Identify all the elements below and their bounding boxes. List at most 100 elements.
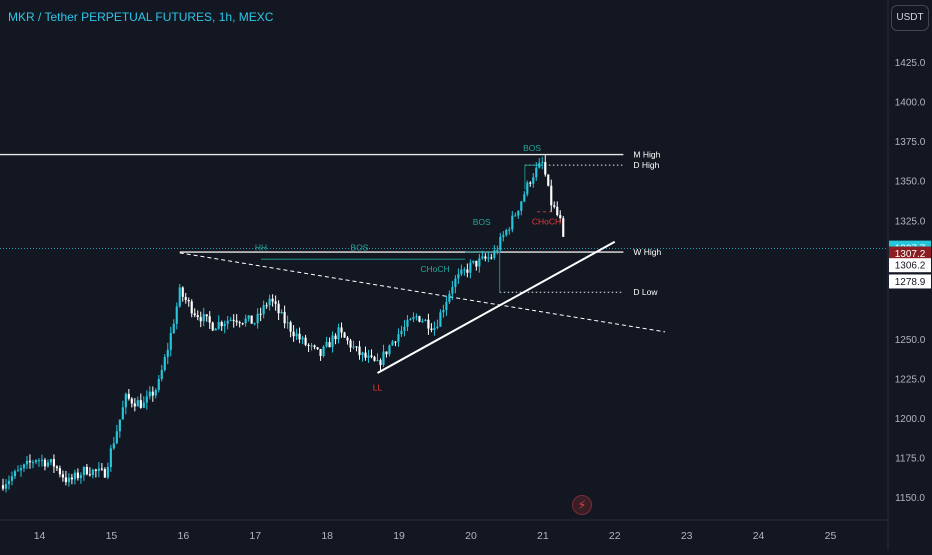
candle-body bbox=[424, 319, 427, 322]
candle-body bbox=[121, 407, 124, 420]
candle-body bbox=[463, 269, 466, 271]
candle-body bbox=[142, 402, 145, 408]
candle-body bbox=[193, 313, 196, 316]
candle-body bbox=[16, 470, 20, 472]
level-label: D High bbox=[633, 160, 659, 170]
candle-body bbox=[262, 305, 265, 315]
candle-body bbox=[10, 476, 14, 481]
candle-body bbox=[322, 346, 325, 356]
annotation-label: CHoCH bbox=[532, 216, 561, 226]
candle-body bbox=[436, 326, 439, 328]
level-label: D Low bbox=[633, 287, 658, 297]
candle-body bbox=[370, 355, 373, 357]
candle-body bbox=[13, 471, 17, 477]
candle-body bbox=[163, 357, 166, 371]
trendline-descending bbox=[179, 252, 666, 333]
candle-body bbox=[343, 332, 346, 338]
candle-body bbox=[307, 344, 310, 346]
candle-body bbox=[421, 321, 424, 323]
candle-body bbox=[316, 347, 319, 350]
candle-body bbox=[196, 315, 199, 318]
candle-body bbox=[301, 337, 304, 340]
y-tick-label: 1250.0 bbox=[895, 335, 926, 346]
candle-body bbox=[169, 333, 172, 350]
candle-body bbox=[460, 269, 463, 275]
candle-body bbox=[238, 322, 241, 324]
annotation-label: BOS bbox=[523, 143, 541, 153]
candle-body bbox=[235, 320, 238, 323]
trendline-support bbox=[377, 240, 616, 374]
candle-body bbox=[400, 330, 403, 335]
candle-body bbox=[181, 287, 184, 297]
candle-body bbox=[148, 391, 151, 397]
candles-layer bbox=[1, 155, 565, 493]
candle-body bbox=[109, 448, 112, 468]
candle-body bbox=[541, 162, 544, 164]
candle-body bbox=[403, 326, 406, 331]
candle-body bbox=[127, 393, 130, 399]
candle-body bbox=[25, 460, 29, 465]
candle-body bbox=[283, 311, 286, 324]
x-tick-label: 18 bbox=[321, 530, 333, 542]
candle-body bbox=[391, 341, 394, 346]
candle-body bbox=[337, 327, 340, 340]
candle-body bbox=[265, 305, 268, 307]
candle-body bbox=[502, 235, 505, 237]
candle-body bbox=[256, 313, 259, 324]
candle-body bbox=[19, 468, 23, 471]
candle-body bbox=[70, 477, 73, 480]
candle-body bbox=[526, 182, 529, 195]
x-tick-label: 16 bbox=[178, 530, 190, 542]
candle-body bbox=[487, 257, 490, 259]
y-tick-label: 1375.0 bbox=[895, 137, 926, 148]
candle-body bbox=[394, 341, 397, 343]
candle-body bbox=[448, 293, 451, 302]
candle-body bbox=[493, 250, 496, 258]
candle-body bbox=[511, 215, 514, 230]
candle-body bbox=[466, 269, 469, 273]
candle-body bbox=[118, 419, 121, 432]
candle-body bbox=[46, 462, 50, 467]
candle-body bbox=[490, 257, 493, 259]
candle-body bbox=[1, 485, 5, 489]
candle-body bbox=[91, 469, 94, 476]
candle-body bbox=[112, 443, 115, 449]
candle-body bbox=[385, 351, 388, 355]
candle-body bbox=[559, 215, 562, 219]
candle-body bbox=[280, 311, 283, 314]
candle-body bbox=[430, 328, 433, 330]
candle-body bbox=[253, 323, 256, 325]
y-tick-label: 1350.0 bbox=[895, 177, 926, 188]
currency-button[interactable]: USDT bbox=[891, 5, 929, 31]
candle-body bbox=[532, 177, 535, 184]
candle-body bbox=[211, 322, 214, 331]
candle-body bbox=[484, 256, 487, 259]
candle-body bbox=[139, 400, 142, 408]
candle-body bbox=[271, 298, 274, 302]
price-tag bbox=[889, 274, 931, 289]
y-tick-label: 1175.0 bbox=[895, 453, 925, 464]
price-tag-label: 1307.2 bbox=[895, 249, 926, 260]
candle-body bbox=[220, 322, 223, 327]
candle-body bbox=[523, 194, 526, 202]
candle-body bbox=[136, 400, 139, 407]
lightning-icon[interactable]: ⚡ bbox=[572, 495, 592, 515]
candle-body bbox=[469, 262, 472, 273]
annotation-label: LL bbox=[373, 382, 383, 392]
candle-body bbox=[535, 167, 538, 178]
x-tick-label: 14 bbox=[34, 530, 46, 542]
candle-body bbox=[439, 312, 442, 327]
candle-body bbox=[505, 229, 508, 236]
candle-body bbox=[382, 351, 385, 366]
candle-body bbox=[475, 260, 478, 267]
candle-body bbox=[160, 370, 163, 379]
candle-body bbox=[325, 341, 328, 347]
candle-body bbox=[22, 464, 26, 469]
candle-body bbox=[244, 318, 247, 324]
x-tick-label: 23 bbox=[681, 530, 693, 542]
x-tick-label: 17 bbox=[249, 530, 261, 542]
candle-body bbox=[409, 319, 412, 321]
